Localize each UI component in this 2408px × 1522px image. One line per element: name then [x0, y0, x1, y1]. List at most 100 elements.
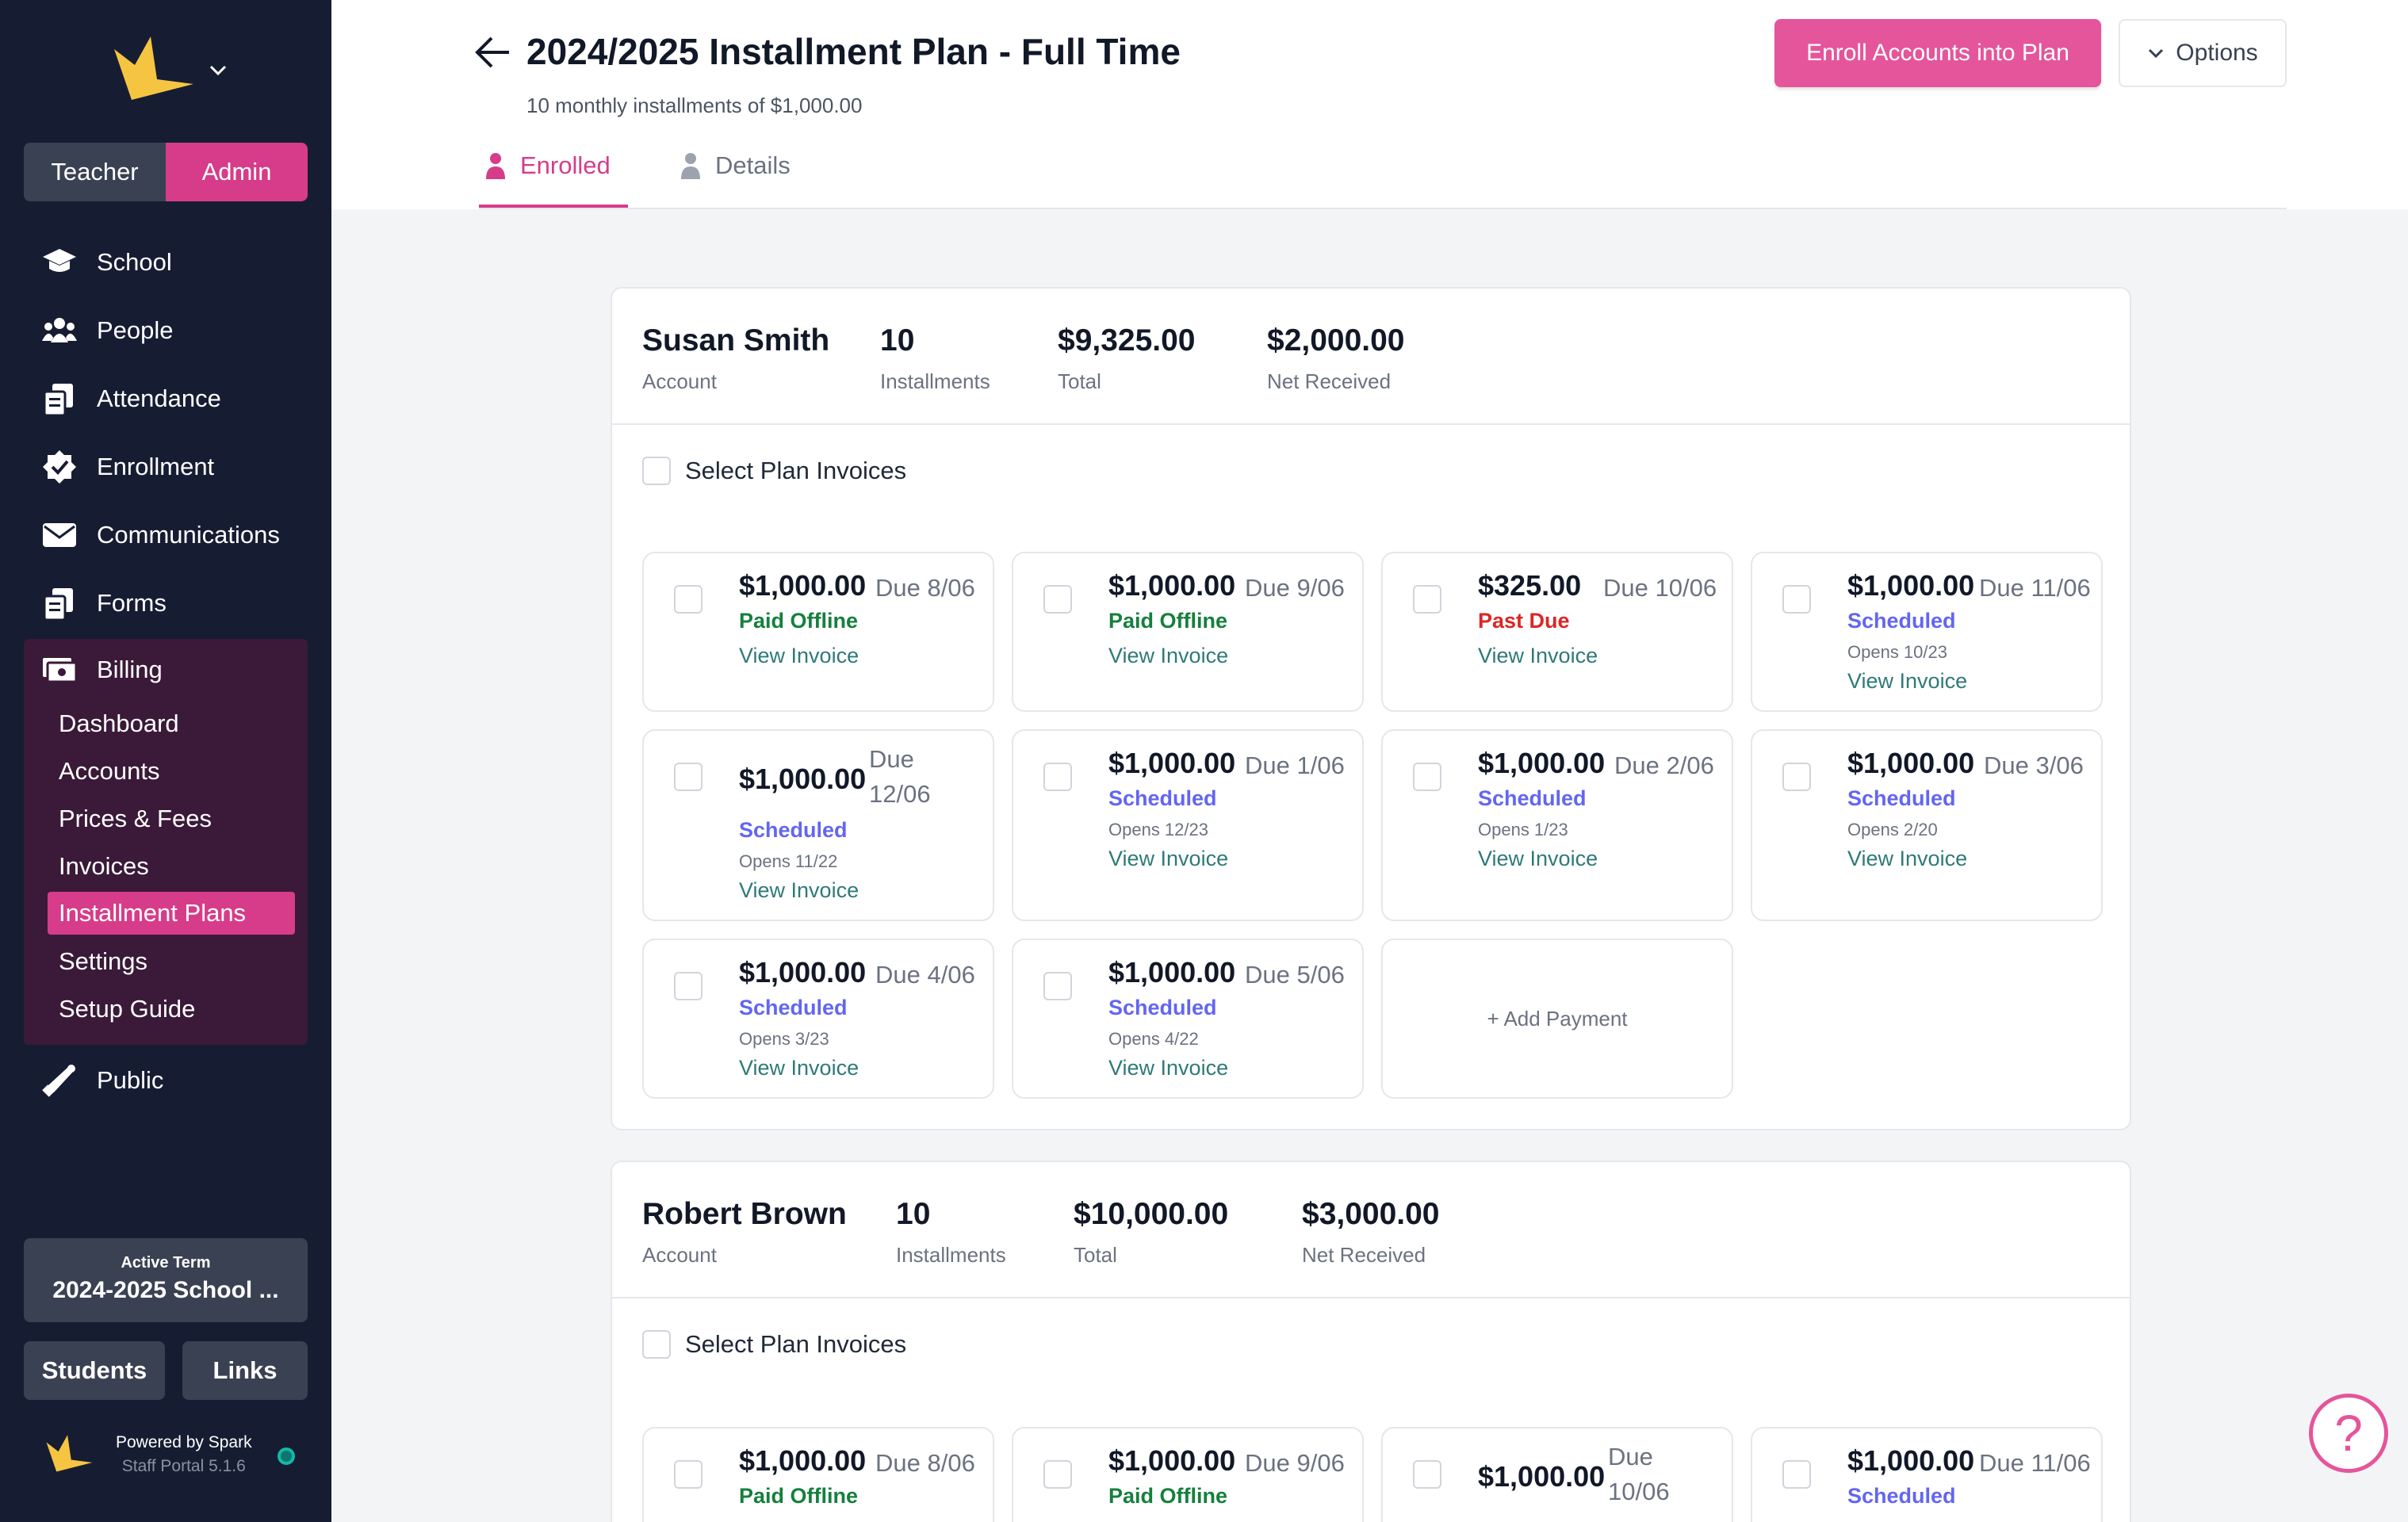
installments-label: Installments: [896, 1243, 1006, 1267]
options-button[interactable]: Options: [2119, 19, 2287, 87]
select-all-checkbox[interactable]: [642, 457, 671, 485]
nav-billing-label: Billing: [97, 656, 163, 683]
invoice-card[interactable]: $1,000.00 Due 9/06 Paid Offline View Inv…: [1012, 552, 1364, 712]
invoice-checkbox[interactable]: [674, 763, 702, 791]
invoice-card[interactable]: $1,000.00 Due 11/06 Scheduled Opens 10/2…: [1751, 552, 2103, 712]
nav-public[interactable]: Public: [41, 1061, 163, 1100]
billing-dashboard-link[interactable]: Dashboard: [59, 709, 179, 737]
invoice-checkbox[interactable]: [1043, 763, 1072, 791]
invoice-checkbox[interactable]: [674, 972, 702, 1000]
billing-invoices-link[interactable]: Invoices: [59, 852, 149, 880]
billing-accounts-link[interactable]: Accounts: [59, 757, 160, 785]
plan-card-susan-smith: Susan Smith Account 10 Installments $9,3…: [611, 287, 2131, 1130]
tab-enrolled[interactable]: Enrolled: [485, 146, 611, 185]
net-received-value: $3,000.00: [1302, 1197, 1440, 1231]
role-admin-button[interactable]: Admin: [166, 143, 308, 201]
invoice-card[interactable]: $1,000.00 Due 8/06 Paid Offline View Inv…: [642, 552, 994, 712]
invoice-card[interactable]: $325.00 Due 10/06 Past Due View Invoice: [1381, 552, 1733, 712]
invoice-amount: $1,000.00: [1478, 1460, 1606, 1493]
invoice-card[interactable]: $1,000.00 Due 9/06 Paid Offline: [1012, 1427, 1364, 1522]
view-invoice-link[interactable]: View Invoice: [1108, 847, 1229, 870]
view-invoice-link[interactable]: View Invoice: [1847, 847, 1968, 870]
invoice-due-date: Due 10/06: [1603, 574, 1717, 602]
billing-prices-fees-link[interactable]: Prices & Fees: [59, 805, 212, 832]
select-all-checkbox[interactable]: [642, 1330, 671, 1359]
nav-billing[interactable]: Billing: [41, 650, 163, 690]
select-plan-invoices[interactable]: Select Plan Invoices: [642, 1330, 906, 1359]
nav-attendance[interactable]: Attendance: [41, 379, 221, 419]
nav-people[interactable]: People: [41, 311, 174, 350]
page-subtitle: 10 monthly installments of $1,000.00: [526, 94, 863, 117]
view-invoice-link[interactable]: View Invoice: [1847, 669, 1968, 693]
invoice-card[interactable]: $1,000.00 Due 5/06 Scheduled Opens 4/22 …: [1012, 939, 1364, 1099]
invoice-card[interactable]: $1,000.00 Due 3/06 Scheduled Opens 2/20 …: [1751, 729, 2103, 921]
tab-details[interactable]: Details: [680, 146, 791, 185]
billing-setup-guide-link[interactable]: Setup Guide: [59, 995, 196, 1023]
account-name[interactable]: Susan Smith: [642, 323, 830, 358]
invoice-amount: $1,000.00: [1847, 747, 1975, 779]
view-invoice-link[interactable]: View Invoice: [739, 878, 859, 902]
view-invoice-link[interactable]: View Invoice: [1108, 1056, 1229, 1080]
invoice-card[interactable]: $1,000.00 Due 12/06 Scheduled Opens 11/2…: [642, 729, 994, 921]
role-teacher-button[interactable]: Teacher: [24, 143, 166, 201]
invoice-checkbox[interactable]: [1782, 585, 1811, 614]
invoice-checkbox[interactable]: [674, 1460, 702, 1489]
view-invoice-link[interactable]: View Invoice: [739, 1056, 859, 1080]
nav-forms[interactable]: Forms: [41, 583, 167, 623]
invoice-status: Past Due: [1478, 609, 1570, 633]
back-arrow-icon[interactable]: [473, 35, 512, 70]
invoice-card[interactable]: $1,000.00 Due 11/06 Scheduled: [1751, 1427, 2103, 1522]
envelope-icon: [43, 523, 76, 547]
invoice-checkbox[interactable]: [674, 585, 702, 614]
invoice-card[interactable]: $1,000.00 Due 10/06: [1381, 1427, 1733, 1522]
add-payment-button[interactable]: + Add Payment: [1381, 939, 1733, 1099]
invoice-checkbox[interactable]: [1043, 585, 1072, 614]
account-name[interactable]: Robert Brown: [642, 1197, 847, 1231]
view-invoice-link[interactable]: View Invoice: [1478, 847, 1598, 870]
spark-logo-icon[interactable]: [111, 33, 198, 105]
invoice-checkbox[interactable]: [1413, 763, 1441, 791]
money-icon: [43, 658, 78, 683]
help-button[interactable]: ?: [2309, 1394, 2388, 1473]
select-plan-invoices[interactable]: Select Plan Invoices: [642, 457, 906, 485]
options-label: Options: [2176, 40, 2258, 66]
invoice-status: Scheduled: [1478, 786, 1587, 810]
graduation-cap-icon: [43, 249, 76, 272]
nav-school-label: School: [97, 248, 172, 276]
view-invoice-link[interactable]: View Invoice: [1478, 644, 1598, 667]
invoice-status: Paid Offline: [739, 1484, 859, 1508]
students-button[interactable]: Students: [24, 1341, 165, 1400]
links-button[interactable]: Links: [182, 1341, 308, 1400]
view-invoice-link[interactable]: View Invoice: [739, 644, 859, 667]
invoice-checkbox[interactable]: [1043, 972, 1072, 1000]
invoice-checkbox[interactable]: [1782, 763, 1811, 791]
billing-installment-plans-link[interactable]: Installment Plans: [48, 892, 295, 935]
billing-section: [24, 639, 308, 1045]
billing-settings-link[interactable]: Settings: [59, 947, 148, 975]
installments-count: 10: [880, 323, 915, 358]
invoice-due-date: Due 1/06: [1245, 751, 1345, 779]
invoice-checkbox[interactable]: [1043, 1460, 1072, 1489]
nav-enrollment[interactable]: Enrollment: [41, 447, 214, 487]
nav-communications[interactable]: Communications: [41, 515, 280, 555]
invoice-due-date: Due 12/06: [869, 745, 931, 808]
enroll-accounts-button[interactable]: Enroll Accounts into Plan: [1774, 19, 2101, 87]
invoice-checkbox[interactable]: [1413, 1460, 1441, 1489]
active-term-label: Active Term: [121, 1254, 211, 1272]
invoice-card[interactable]: $1,000.00 Due 8/06 Paid Offline: [642, 1427, 994, 1522]
invoice-checkbox[interactable]: [1413, 585, 1441, 614]
invoice-due-date: Due 9/06: [1245, 574, 1345, 602]
active-term-selector[interactable]: Active Term 2024-2025 School ...: [24, 1238, 308, 1322]
view-invoice-link[interactable]: View Invoice: [1108, 644, 1229, 667]
invoice-checkbox[interactable]: [1782, 1460, 1811, 1489]
total-label: Total: [1058, 369, 1101, 393]
chevron-down-icon[interactable]: [208, 63, 228, 78]
invoice-opens-date: Opens 3/23: [739, 1029, 829, 1049]
people-icon: [42, 318, 77, 342]
help-icon: ?: [2334, 1405, 2363, 1462]
invoice-card[interactable]: $1,000.00 Due 2/06 Scheduled Opens 1/23 …: [1381, 729, 1733, 921]
nav-school[interactable]: School: [41, 243, 172, 282]
sidebar: Teacher Admin School People Attendance E…: [0, 0, 331, 1522]
invoice-card[interactable]: $1,000.00 Due 1/06 Scheduled Opens 12/23…: [1012, 729, 1364, 921]
invoice-card[interactable]: $1,000.00 Due 4/06 Scheduled Opens 3/23 …: [642, 939, 994, 1099]
